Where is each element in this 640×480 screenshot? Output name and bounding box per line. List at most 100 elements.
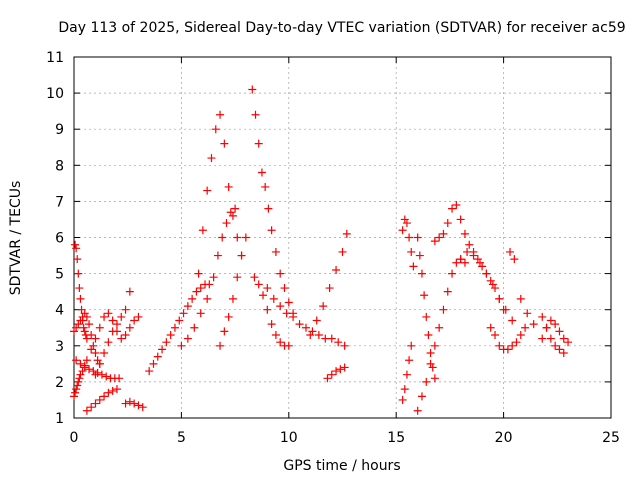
data-point [203, 186, 212, 195]
data-point [125, 287, 134, 296]
data-point [495, 341, 504, 350]
data-point [506, 247, 515, 256]
data-point [407, 341, 416, 350]
data-point [422, 377, 431, 386]
data-point [93, 368, 102, 377]
data-point [336, 365, 345, 374]
data-point [402, 219, 411, 228]
data-point [551, 341, 560, 350]
data-point [501, 305, 510, 314]
data-point [228, 294, 237, 303]
data-point [426, 349, 435, 358]
data-point [183, 334, 192, 343]
data-point [75, 284, 84, 293]
data-point [73, 255, 82, 264]
data-point [263, 284, 272, 293]
data-point [233, 233, 242, 242]
data-point [87, 345, 96, 354]
data-point [226, 208, 235, 217]
data-point [73, 381, 82, 390]
data-point [112, 385, 121, 394]
data-point [203, 294, 212, 303]
data-point [413, 233, 422, 242]
x-tick-label: 0 [70, 430, 79, 446]
data-point [415, 251, 424, 260]
data-point [192, 287, 201, 296]
data-point [516, 330, 525, 339]
data-point [75, 374, 84, 383]
data-point [398, 226, 407, 235]
data-point [271, 247, 280, 256]
data-point [87, 403, 96, 412]
data-point [420, 291, 429, 300]
data-point [224, 182, 233, 191]
data-point [82, 312, 91, 321]
data-point [216, 110, 225, 119]
data-point [510, 255, 519, 264]
data-point [340, 363, 349, 372]
data-point [220, 139, 229, 148]
data-point [400, 385, 409, 394]
data-point [121, 399, 130, 408]
data-point [417, 269, 426, 278]
data-point [559, 334, 568, 343]
data-point [228, 211, 237, 220]
data-point [209, 273, 218, 282]
data-point [475, 258, 484, 267]
data-point [327, 334, 336, 343]
data-point [465, 240, 474, 249]
data-point [456, 255, 465, 264]
data-point [405, 233, 414, 242]
data-point [72, 323, 81, 332]
data-point [257, 168, 266, 177]
data-point [491, 330, 500, 339]
data-point [398, 395, 407, 404]
data-point [508, 316, 517, 325]
data-point [435, 323, 444, 332]
data-point [430, 374, 439, 383]
x-tick-label: 20 [495, 430, 513, 446]
y-tick-label: 3 [55, 339, 64, 355]
data-point [76, 294, 85, 303]
data-point [323, 374, 332, 383]
data-point [153, 352, 162, 361]
data-point [263, 305, 272, 314]
data-point [91, 349, 100, 358]
y-tick-label: 6 [55, 231, 64, 247]
data-point [121, 330, 130, 339]
data-point [428, 363, 437, 372]
data-point [555, 345, 564, 354]
data-point [93, 356, 102, 365]
data-point [443, 219, 452, 228]
data-point [71, 388, 80, 397]
data-point [342, 229, 351, 238]
data-point [233, 273, 242, 282]
y-tick-label: 1 [55, 411, 64, 427]
data-point [338, 247, 347, 256]
data-point [89, 367, 98, 376]
data-point [312, 316, 321, 325]
data-point [216, 341, 225, 350]
data-point [115, 374, 124, 383]
data-point [224, 312, 233, 321]
data-point [145, 367, 154, 376]
data-point [546, 316, 555, 325]
data-point [70, 327, 78, 336]
data-point [276, 338, 285, 347]
data-point [340, 341, 349, 350]
y-tick-label: 8 [55, 158, 64, 174]
data-point [134, 312, 143, 321]
data-point [284, 298, 293, 307]
data-point [74, 269, 83, 278]
data-point [523, 309, 532, 318]
data-point [521, 323, 530, 332]
data-point [334, 338, 343, 347]
data-point [469, 251, 478, 260]
y-tick-label: 7 [55, 194, 64, 210]
data-point [198, 226, 207, 235]
data-point [130, 316, 139, 325]
data-point [89, 341, 98, 350]
data-point [91, 399, 100, 408]
data-point [439, 229, 448, 238]
data-point [87, 330, 96, 339]
